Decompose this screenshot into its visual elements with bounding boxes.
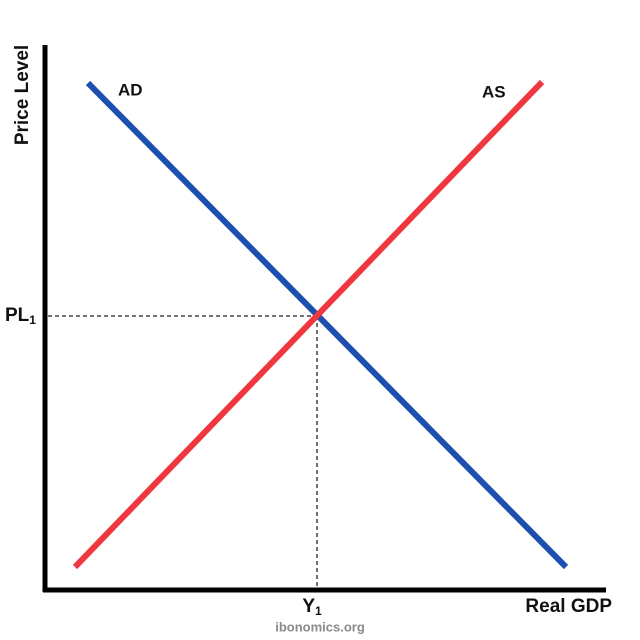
output-label-sub: 1 — [315, 604, 322, 618]
y-axis-label: Price Level — [12, 45, 33, 145]
price-label-sub: 1 — [29, 313, 36, 327]
ad-label: AD — [118, 80, 143, 99]
price-label: PL1 — [5, 305, 36, 327]
footer: ibonomics.org — [275, 619, 365, 634]
x-axis-label: Real GDP — [525, 596, 612, 617]
as-label: AS — [482, 82, 506, 101]
ad-curve — [85, 80, 569, 570]
as-curve — [72, 79, 545, 570]
output-label-main: Y — [302, 596, 315, 617]
output-label: Y1 — [302, 596, 322, 618]
price-label-main: PL — [5, 305, 30, 326]
